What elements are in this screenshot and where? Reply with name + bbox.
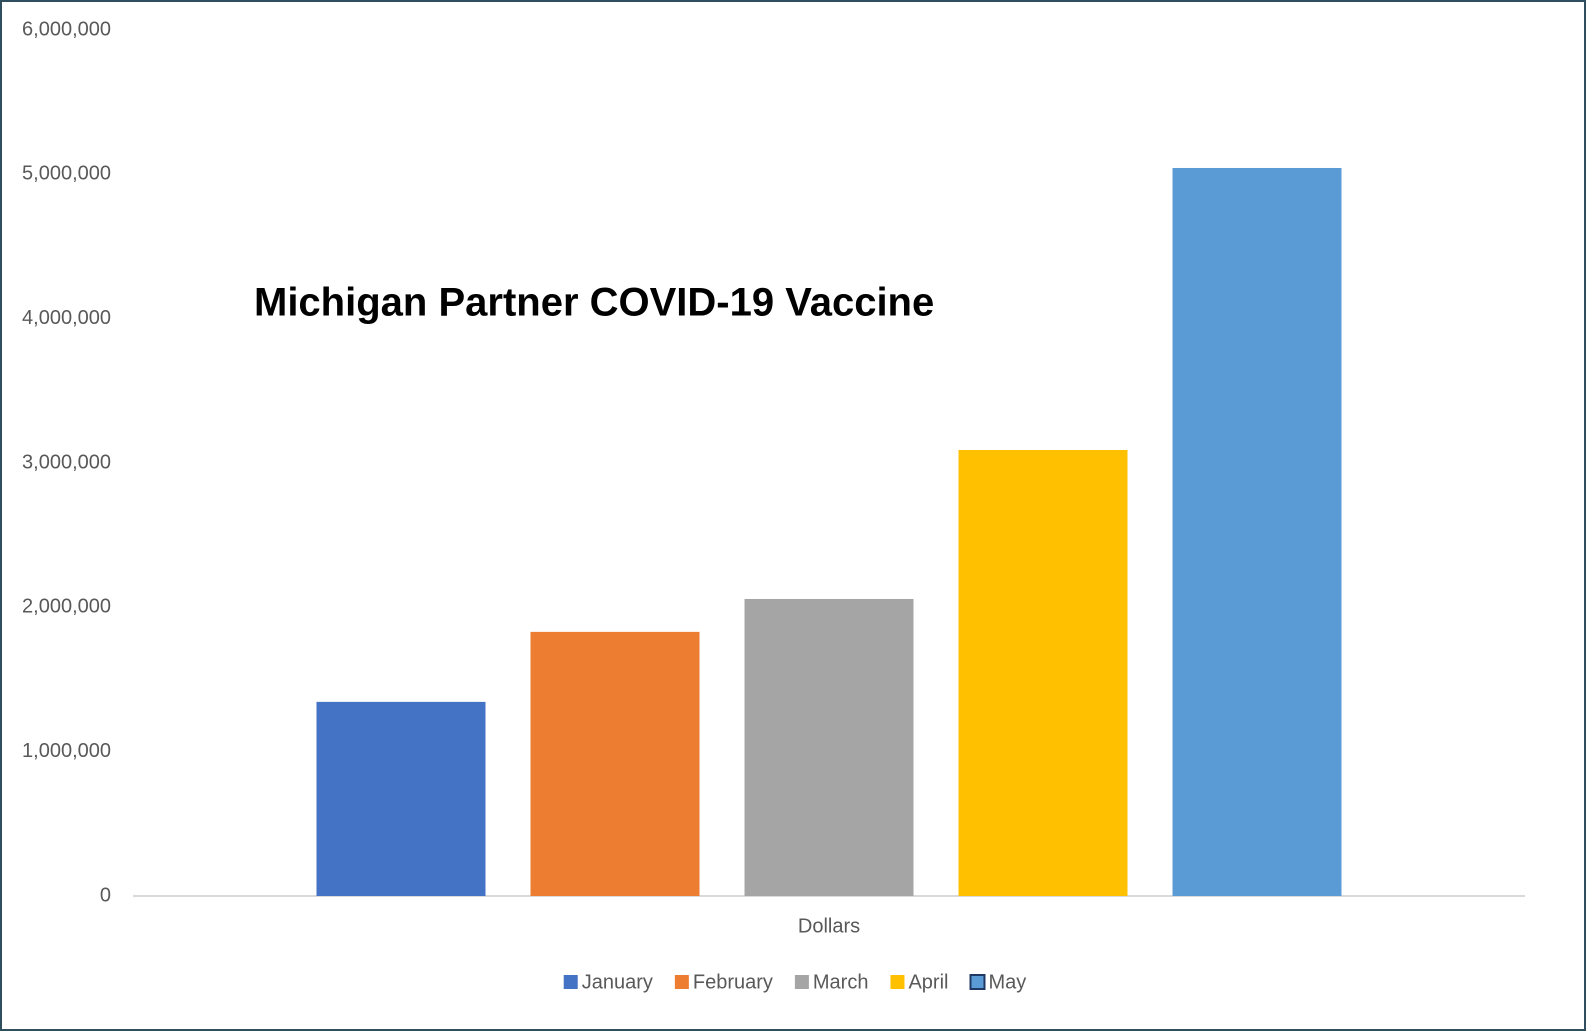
y-tick-label: 3,000,000 [22,451,111,473]
bar [958,450,1128,896]
legend-label: January [582,971,653,993]
bar [744,598,914,896]
y-tick-label: 4,000,000 [22,307,111,329]
legend-swatch [563,975,578,989]
y-tick-label: 5,000,000 [22,163,111,185]
bar [316,701,486,896]
bar [530,631,700,896]
y-tick-label: 0 [100,884,111,906]
y-tick-label: 2,000,000 [22,596,111,618]
bar [1172,167,1342,896]
x-tick-label: Dollars [798,915,860,937]
y-tick-label: 6,000,000 [22,18,111,40]
legend-swatch [794,975,809,989]
legend-swatch [890,975,905,989]
legend-label: April [908,971,948,993]
legend-label: March [813,971,869,993]
legend-label: May [988,971,1026,993]
legend-swatch [674,975,689,989]
legend-swatch [969,974,986,990]
legend-label: February [693,971,773,993]
y-tick-label: 1,000,000 [22,740,111,762]
chart-title: Michigan Partner COVID-19 Vaccine [254,281,934,325]
